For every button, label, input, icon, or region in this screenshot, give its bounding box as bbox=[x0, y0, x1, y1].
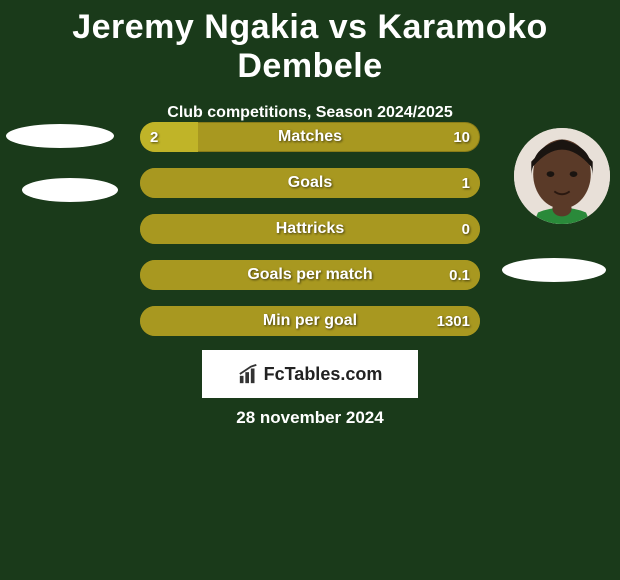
stat-label: Min per goal bbox=[140, 306, 480, 336]
stat-label: Hattricks bbox=[140, 214, 480, 244]
stat-label: Goals bbox=[140, 168, 480, 198]
stat-label: Goals per match bbox=[140, 260, 480, 290]
avatar-shadow-right bbox=[502, 258, 606, 282]
avatar-shadow-left-1 bbox=[6, 124, 114, 148]
stats-chart: 2 Matches 10 Goals 1 Hattricks 0 Goals p… bbox=[140, 122, 480, 352]
avatar-right bbox=[514, 128, 610, 224]
stat-row-min-per-goal: Min per goal 1301 bbox=[140, 306, 480, 336]
branding-box: FcTables.com bbox=[202, 350, 418, 398]
stat-value-right: 1 bbox=[462, 168, 470, 198]
page-title: Jeremy Ngakia vs Karamoko Dembele bbox=[0, 0, 620, 86]
subtitle: Club competitions, Season 2024/2025 bbox=[0, 104, 620, 122]
avatar-shadow-left-2 bbox=[22, 178, 118, 202]
stat-row-goals-per-match: Goals per match 0.1 bbox=[140, 260, 480, 290]
stat-value-right: 0 bbox=[462, 214, 470, 244]
stat-row-matches: 2 Matches 10 bbox=[140, 122, 480, 152]
branding-text: FcTables.com bbox=[264, 364, 383, 385]
player-face-icon bbox=[514, 128, 610, 224]
chart-icon bbox=[238, 363, 260, 385]
stat-value-right: 1301 bbox=[437, 306, 470, 336]
date-label: 28 november 2024 bbox=[0, 408, 620, 428]
stat-value-right: 0.1 bbox=[449, 260, 470, 290]
stat-row-goals: Goals 1 bbox=[140, 168, 480, 198]
stat-value-right: 10 bbox=[453, 122, 470, 152]
stat-label: Matches bbox=[140, 122, 480, 152]
stat-row-hattricks: Hattricks 0 bbox=[140, 214, 480, 244]
